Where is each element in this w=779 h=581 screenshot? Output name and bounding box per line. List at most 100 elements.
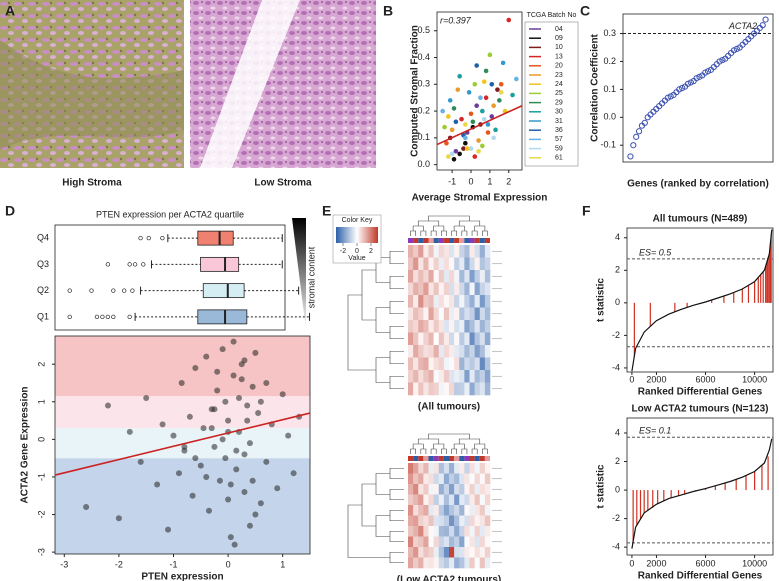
point [285, 432, 292, 439]
dendrogram [453, 225, 465, 231]
point [115, 515, 122, 522]
point [440, 108, 445, 114]
heatmap-cell [479, 257, 486, 271]
sample-bar [459, 238, 465, 243]
heatmap-cell [418, 345, 424, 358]
heatmap-cell [464, 557, 470, 569]
point [719, 56, 726, 64]
outlier [130, 288, 135, 293]
legend-label: 29 [555, 99, 563, 106]
heatmap-cell [438, 357, 445, 371]
heatmap-cell [454, 484, 460, 495]
y-tick-label: -3 [36, 548, 46, 556]
heatmap-cell [433, 245, 440, 258]
point [230, 372, 237, 379]
category-label: Q3 [37, 259, 49, 269]
x-tick-label: 1 [280, 559, 285, 569]
y-axis-title: Correlation Coefficient [590, 33, 601, 141]
heatmap-cell [438, 536, 445, 548]
heatmap-cell [408, 526, 414, 537]
heatmap-cell [438, 332, 445, 346]
plot-frame [622, 13, 774, 163]
point [696, 73, 703, 80]
heatmap-cell [464, 463, 470, 474]
heatmap-cell [464, 257, 470, 271]
y-axis-title: t statistic [596, 464, 607, 508]
heatmap-cell [454, 557, 460, 569]
point [249, 477, 256, 484]
plot-frame [54, 335, 311, 555]
heatmap-cell [428, 295, 434, 308]
point [241, 357, 248, 364]
heatmap-cell [408, 295, 414, 308]
dendrogram [420, 448, 427, 454]
heatmap-cell [474, 357, 481, 371]
heatmap-cell [454, 370, 460, 383]
dendrogram [389, 325, 404, 340]
sample-bar [418, 238, 424, 243]
point [457, 151, 462, 157]
heatmap-cell [428, 505, 434, 516]
x-tick-label: 0 [629, 374, 634, 384]
point [472, 154, 478, 159]
point [485, 122, 491, 127]
heatmap-cell [449, 270, 455, 283]
dendrogram [433, 443, 445, 449]
heatmap-cell [433, 332, 440, 346]
heatmap-cell [454, 515, 460, 527]
heatmap-cell [443, 370, 450, 383]
heatmap-cell [459, 484, 465, 495]
heatmap-cell [433, 282, 440, 296]
point [211, 443, 218, 450]
dendrogram [389, 375, 404, 390]
lumen-region [200, 0, 300, 168]
y-tick-label: 0.2 [603, 56, 616, 66]
heatmap-cell [438, 382, 445, 396]
heatmap-cell [443, 270, 450, 283]
y-tick-label: 0.1 [603, 84, 616, 94]
outlier [146, 235, 151, 241]
image-caption: High Stroma [62, 178, 122, 189]
heatmap-cell [413, 320, 419, 333]
heatmap-cell [438, 370, 445, 383]
heatmap-cell [413, 370, 419, 383]
heatmap-cell [438, 320, 445, 333]
outlier [127, 262, 132, 267]
point [470, 119, 476, 125]
panel-label: C [580, 3, 590, 19]
point [730, 47, 738, 54]
point [444, 140, 449, 146]
heatmap-cell [413, 463, 419, 474]
heatmap-cell [449, 295, 455, 308]
dendrogram [471, 448, 478, 454]
annotation: ES= 0.1 [639, 426, 671, 436]
legend-label: 61 [555, 155, 563, 162]
legend-label: 13 [555, 53, 563, 60]
heatmap-cell [469, 526, 475, 537]
heatmap-cell [413, 357, 419, 371]
heatmap-cell [418, 463, 424, 474]
heatmap-cell [433, 515, 440, 527]
heatmap-cell [464, 295, 470, 308]
sample-bar [423, 238, 429, 243]
heatmap-cell [454, 526, 460, 537]
heatmap-cell [443, 382, 450, 396]
heatmap-cell [484, 282, 491, 296]
point [633, 133, 640, 140]
heatmap-cell [413, 282, 419, 296]
outlier [94, 314, 100, 320]
heatmap-cell [479, 370, 486, 383]
heatmap-cell [428, 526, 434, 537]
x-tick-label: -1 [448, 176, 456, 186]
heatmap-cell [443, 536, 450, 548]
dendrogram [417, 220, 440, 226]
heatmap-cell [449, 473, 455, 485]
dendrogram [453, 443, 465, 449]
point [246, 440, 253, 447]
point [468, 111, 474, 117]
heatmap-cell [474, 332, 481, 346]
heatmap-cell [459, 345, 465, 358]
x-tick-label: 10000 [742, 374, 767, 384]
dendrogram [451, 230, 457, 236]
heatmap-cell [423, 245, 429, 258]
